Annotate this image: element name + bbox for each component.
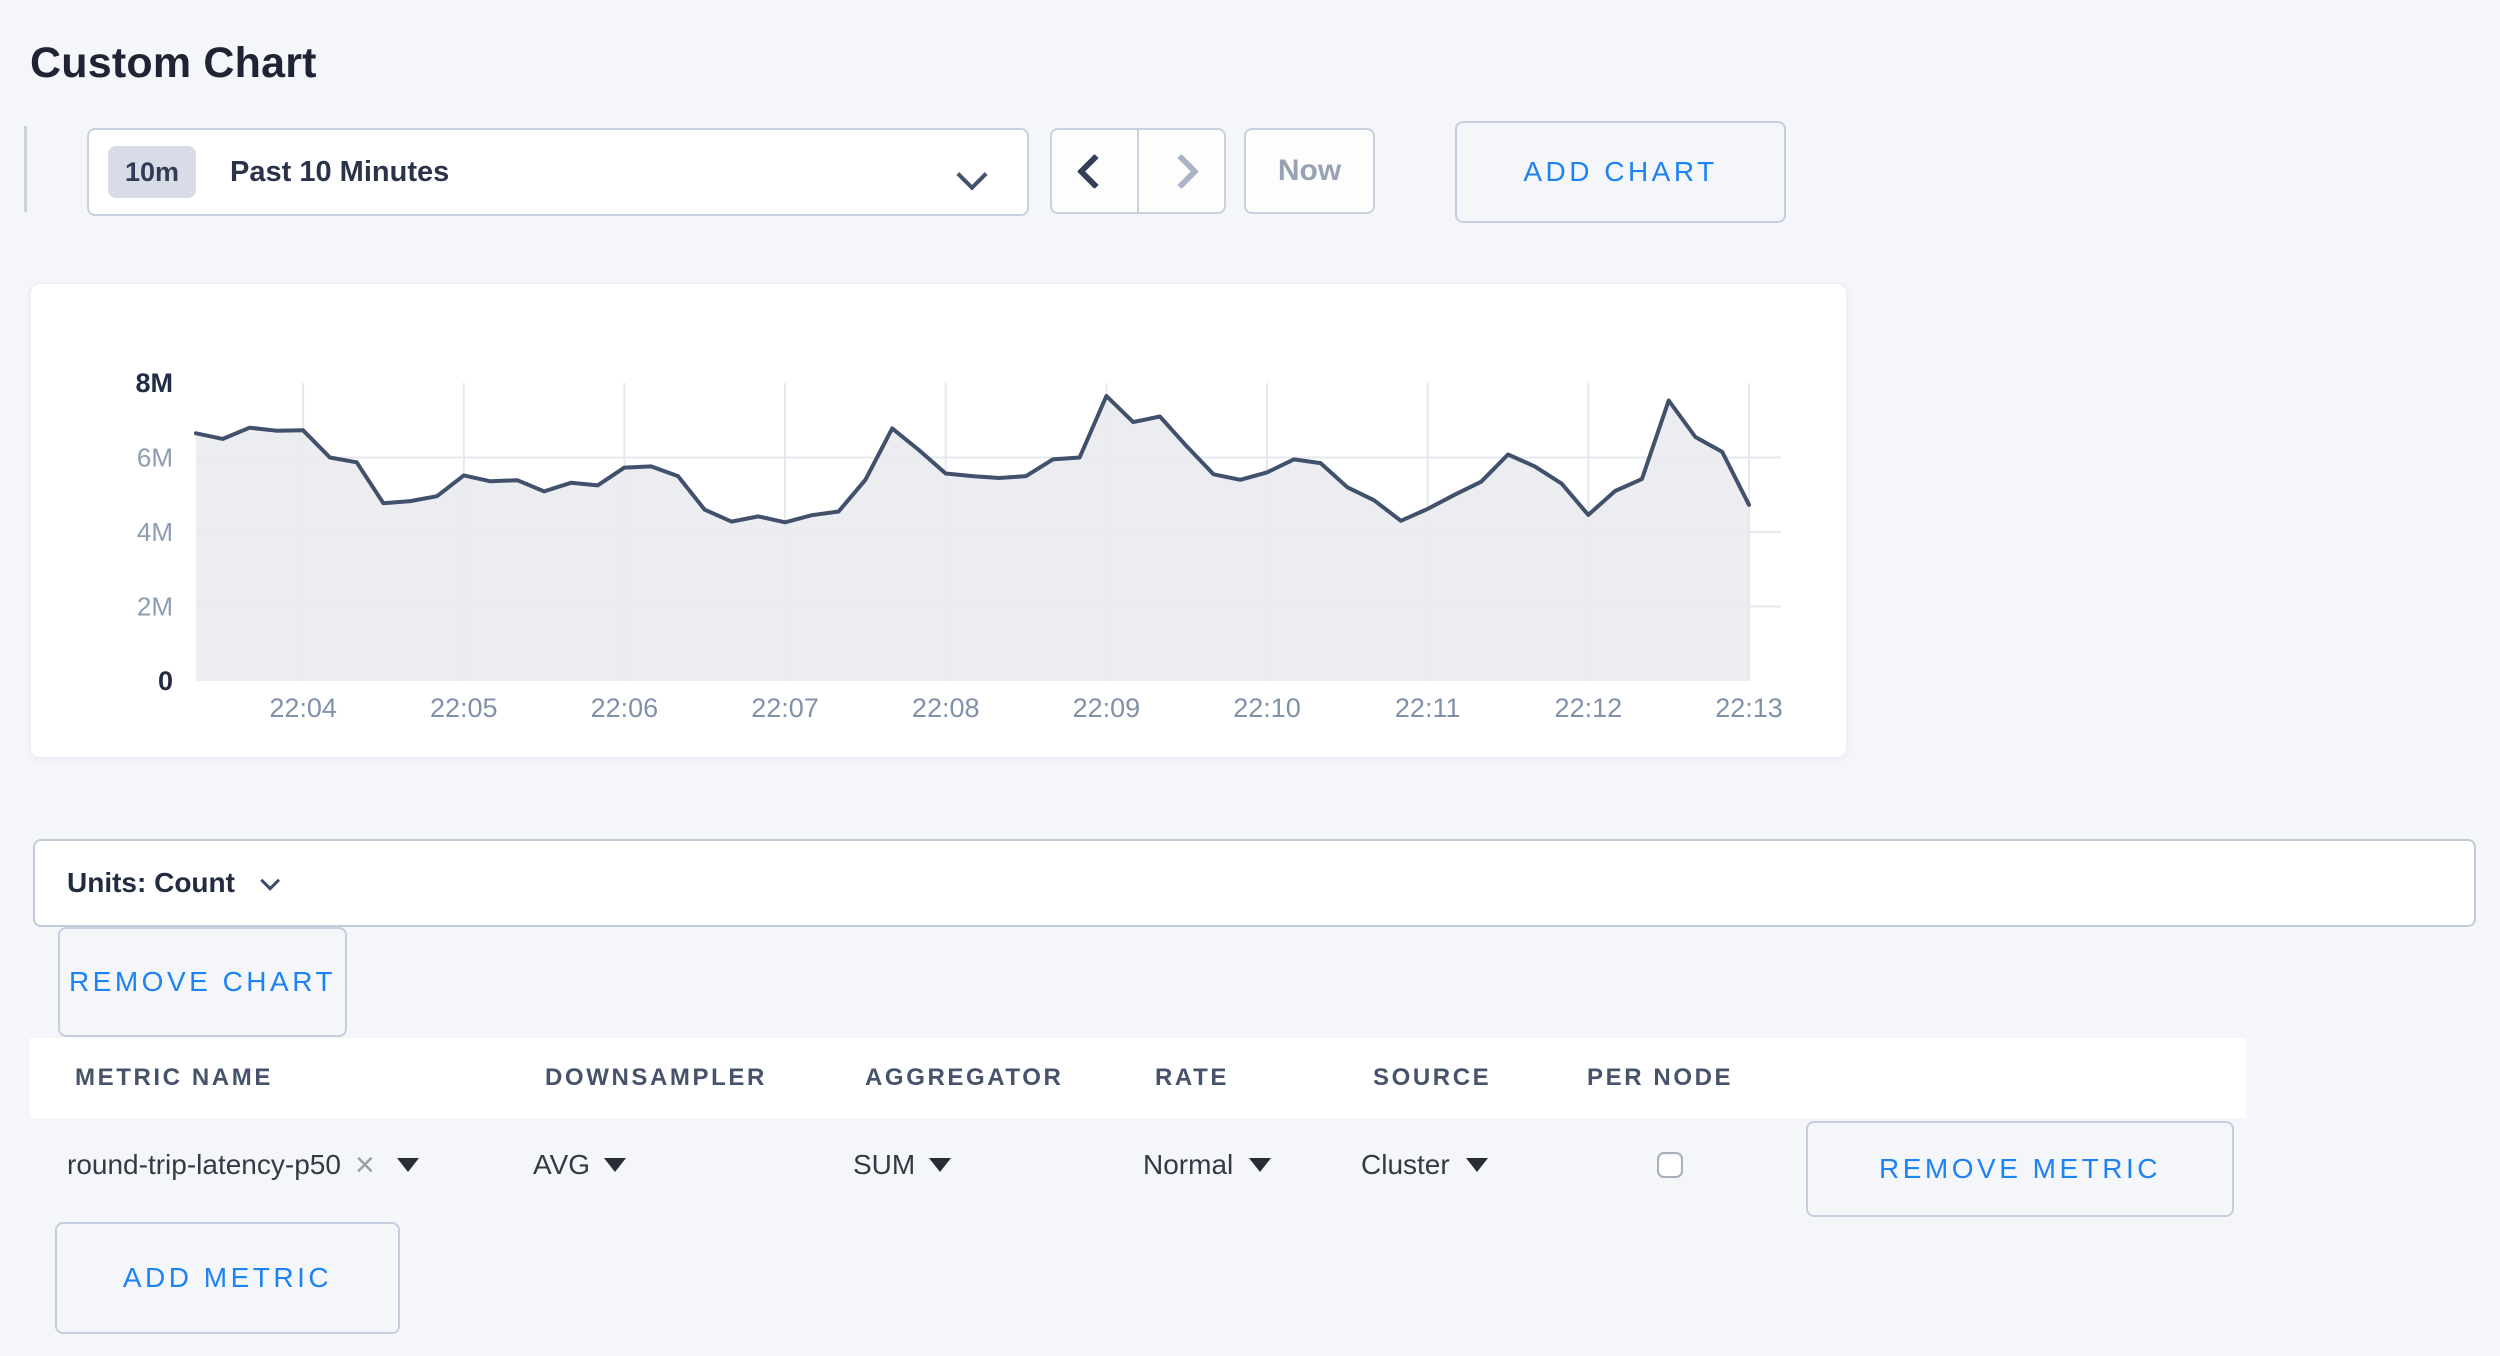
column-header-downsampler: DOWNSAMPLER xyxy=(545,1064,767,1091)
aggregator-value: SUM xyxy=(853,1149,916,1180)
caret-down-icon xyxy=(929,1158,952,1172)
svg-text:22:05: 22:05 xyxy=(430,693,498,723)
metrics-table-header: METRIC NAME DOWNSAMPLER AGGREGATOR RATE … xyxy=(30,1038,2246,1118)
chevron-down-icon xyxy=(260,870,280,891)
source-select[interactable]: Cluster xyxy=(1348,1149,1562,1181)
chevron-right-icon xyxy=(1163,153,1200,189)
column-header-metric-name: METRIC NAME xyxy=(75,1064,273,1091)
column-header-per-node: PER NODE xyxy=(1587,1064,1734,1091)
column-header-source: SOURCE xyxy=(1373,1064,1492,1091)
source-value: Cluster xyxy=(1361,1149,1450,1180)
metric-name-select[interactable]: round-trip-latency-p50 × xyxy=(30,1148,520,1182)
caret-down-icon xyxy=(1249,1158,1272,1172)
svg-text:22:13: 22:13 xyxy=(1715,693,1783,723)
svg-text:22:07: 22:07 xyxy=(751,693,819,723)
metric-name-value: round-trip-latency-p50 xyxy=(67,1149,341,1180)
svg-text:22:12: 22:12 xyxy=(1555,693,1623,723)
chevron-down-icon xyxy=(956,159,988,191)
svg-text:4M: 4M xyxy=(137,517,173,547)
add-chart-button[interactable]: ADD CHART xyxy=(1455,121,1786,223)
time-range-label: Past 10 Minutes xyxy=(230,155,450,188)
caret-down-icon xyxy=(396,1158,419,1172)
remove-metric-button[interactable]: REMOVE METRIC xyxy=(1806,1121,2234,1217)
downsampler-value: AVG xyxy=(533,1149,591,1180)
svg-text:0: 0 xyxy=(158,666,173,696)
add-metric-button[interactable]: ADD METRIC xyxy=(55,1222,400,1334)
step-forward-button[interactable] xyxy=(1137,130,1224,212)
units-dropdown[interactable]: Units: Count xyxy=(33,839,2476,927)
svg-text:6M: 6M xyxy=(137,443,173,473)
now-button[interactable]: Now xyxy=(1244,128,1375,214)
aggregator-select[interactable]: SUM xyxy=(840,1149,1130,1181)
svg-text:22:06: 22:06 xyxy=(591,693,659,723)
time-range-badge: 10m xyxy=(108,146,197,198)
caret-down-icon xyxy=(604,1158,627,1172)
per-node-checkbox[interactable] xyxy=(1656,1152,1683,1178)
chevron-left-icon xyxy=(1076,153,1113,189)
downsampler-select[interactable]: AVG xyxy=(520,1149,840,1181)
rate-select[interactable]: Normal xyxy=(1130,1149,1348,1181)
metric-row: round-trip-latency-p50 × AVG SUM Normal … xyxy=(30,1118,2246,1212)
clear-icon[interactable]: × xyxy=(354,1146,375,1184)
step-back-button[interactable] xyxy=(1052,130,1137,212)
units-label: Units: Count xyxy=(67,867,235,898)
remove-chart-button[interactable]: REMOVE CHART xyxy=(58,927,347,1037)
caret-down-icon xyxy=(1465,1158,1488,1172)
column-header-rate: RATE xyxy=(1155,1064,1229,1091)
svg-text:8M: 8M xyxy=(135,368,173,398)
column-header-aggregator: AGGREGATOR xyxy=(865,1064,1064,1091)
svg-text:2M: 2M xyxy=(137,592,173,622)
svg-text:22:09: 22:09 xyxy=(1073,693,1141,723)
time-step-button-group xyxy=(1050,128,1226,214)
svg-text:22:04: 22:04 xyxy=(269,693,337,723)
svg-text:22:10: 22:10 xyxy=(1233,693,1301,723)
page-title: Custom Chart xyxy=(30,38,317,87)
time-range-dropdown[interactable]: 10m Past 10 Minutes xyxy=(87,128,1029,216)
metric-chart: 0 2M 4M 6M 8M 22:04 22:05 22:06 22:07 22:08 22:09 2… xyxy=(135,368,1783,723)
svg-text:22:11: 22:11 xyxy=(1395,693,1461,723)
rate-value: Normal xyxy=(1143,1149,1234,1180)
svg-text:22:08: 22:08 xyxy=(912,693,980,723)
metric-chart-card: 0 2M 4M 6M 8M 22:04 22:05 22:06 22:07 22:08 22:09 2… xyxy=(30,283,1847,758)
toolbar-accent-rule xyxy=(24,126,27,212)
